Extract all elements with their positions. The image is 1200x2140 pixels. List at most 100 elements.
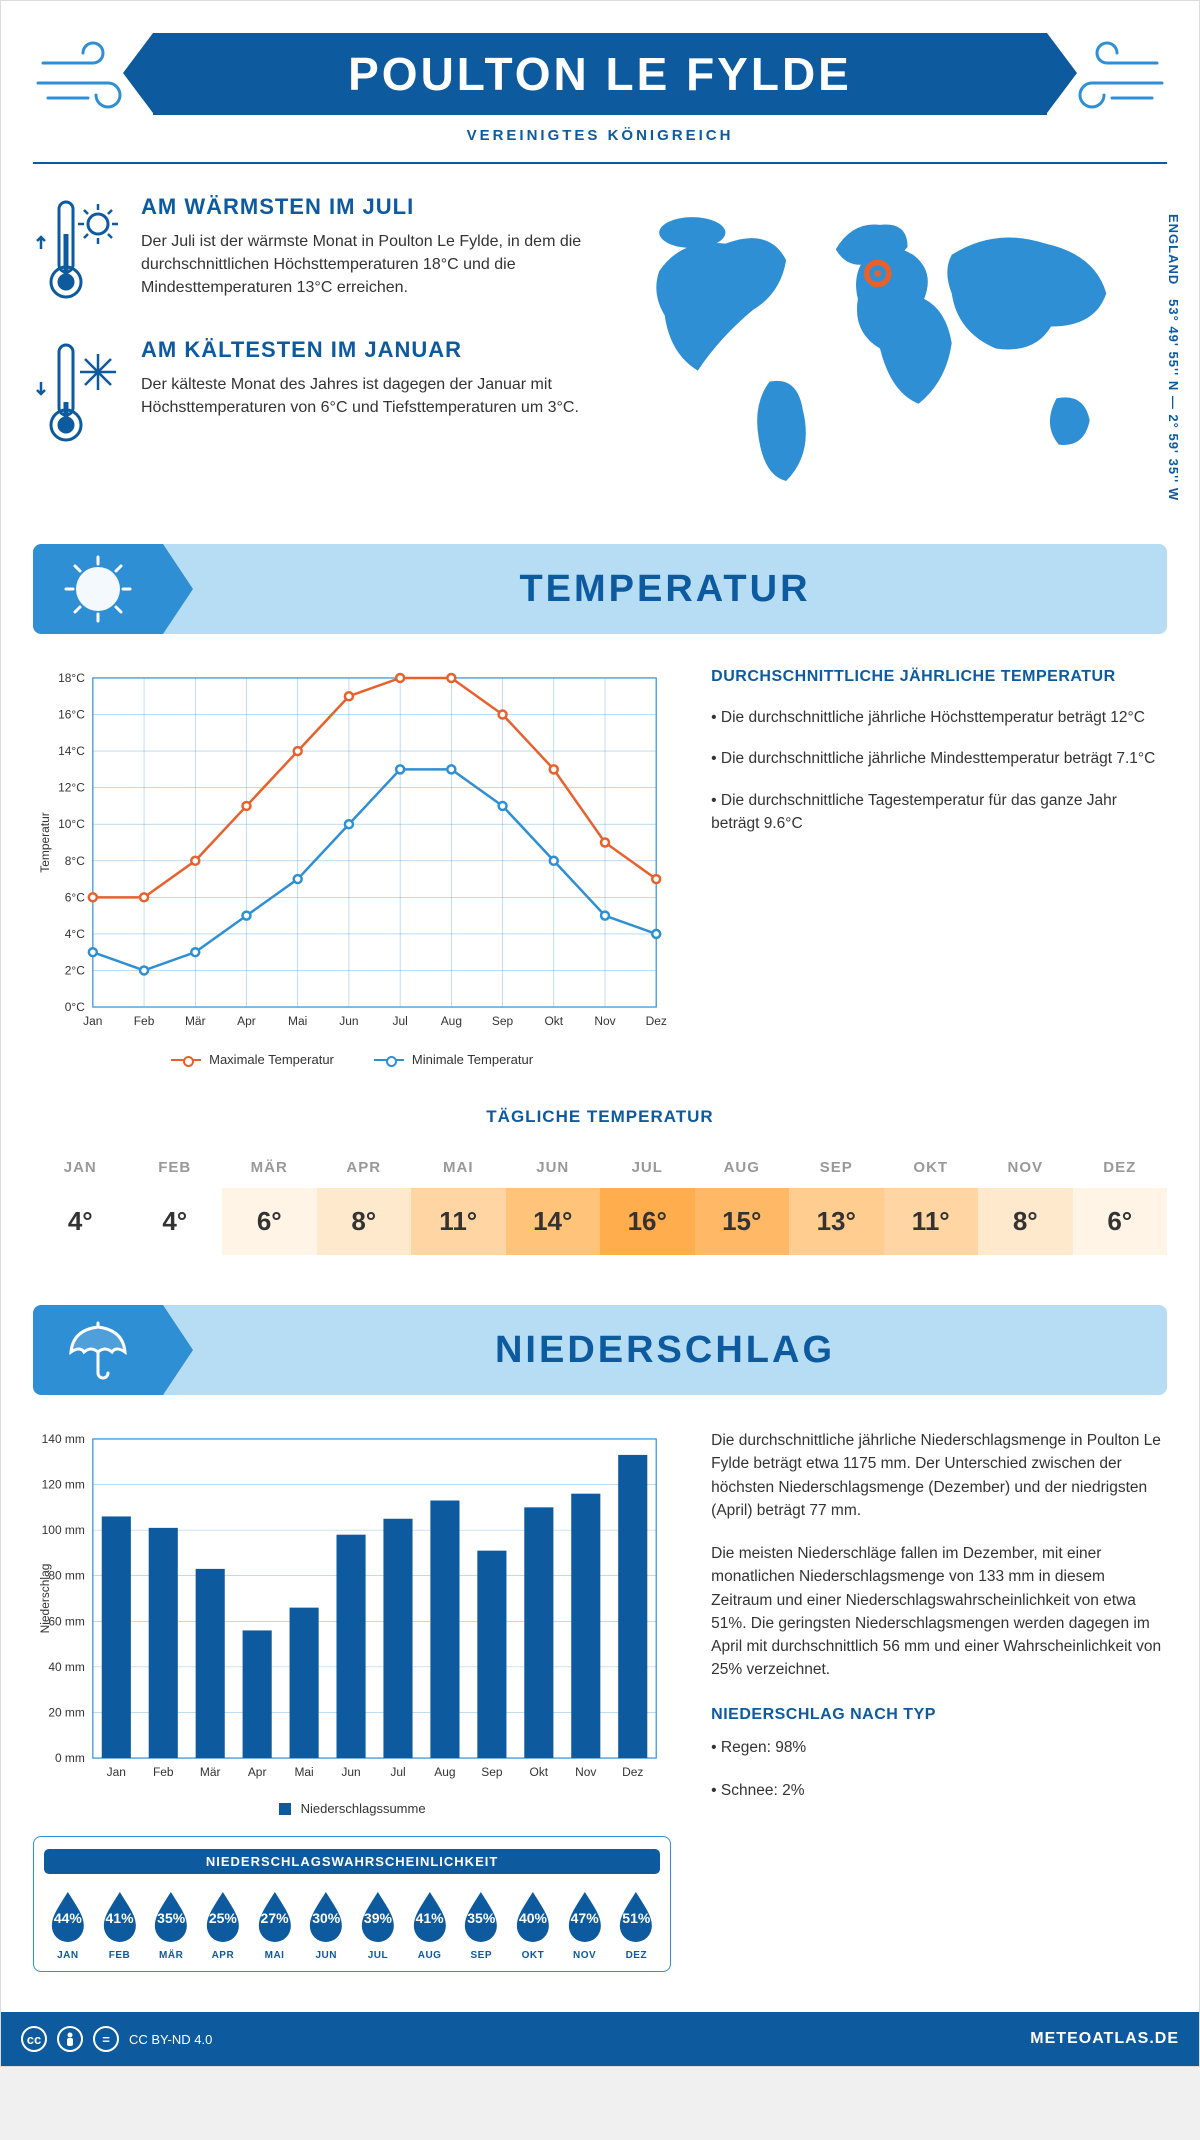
svg-text:Okt: Okt bbox=[530, 1765, 549, 1779]
daily-col-value: 15° bbox=[695, 1188, 790, 1255]
svg-text:Jan: Jan bbox=[107, 1765, 126, 1779]
svg-text:Jan: Jan bbox=[83, 1014, 102, 1028]
daily-col-header: DEZ bbox=[1073, 1147, 1168, 1188]
precip-prob-drop: 47%NOV bbox=[561, 1888, 609, 1961]
svg-text:Dez: Dez bbox=[622, 1765, 643, 1779]
page-title: POULTON LE FYLDE bbox=[153, 33, 1047, 115]
daily-col-value: 11° bbox=[884, 1188, 979, 1255]
daily-col-value: 4° bbox=[128, 1188, 223, 1255]
svg-text:0 mm: 0 mm bbox=[55, 1751, 85, 1765]
info-warmest-title: AM WÄRMSTEN IM JULI bbox=[141, 194, 585, 220]
svg-text:80 mm: 80 mm bbox=[48, 1569, 85, 1583]
daily-temp-title: TÄGLICHE TEMPERATUR bbox=[33, 1107, 1167, 1127]
svg-text:100 mm: 100 mm bbox=[42, 1523, 85, 1537]
svg-text:Temperatur: Temperatur bbox=[38, 812, 52, 872]
cc-icon: cc bbox=[21, 2026, 47, 2052]
svg-text:4°C: 4°C bbox=[65, 927, 85, 941]
precip-summary: Die durchschnittliche jährliche Niedersc… bbox=[711, 1429, 1167, 1972]
license: cc = CC BY-ND 4.0 bbox=[21, 2026, 212, 2052]
daily-col-header: MÄR bbox=[222, 1147, 317, 1188]
svg-text:60 mm: 60 mm bbox=[48, 1614, 85, 1628]
svg-text:120 mm: 120 mm bbox=[42, 1478, 85, 1492]
svg-text:Jul: Jul bbox=[392, 1014, 407, 1028]
svg-text:Jun: Jun bbox=[341, 1765, 360, 1779]
page-subtitle: VEREINIGTES KÖNIGREICH bbox=[33, 127, 1167, 164]
daily-col-header: JUL bbox=[600, 1147, 695, 1188]
daily-col-value: 4° bbox=[33, 1188, 128, 1255]
svg-text:6°C: 6°C bbox=[65, 890, 85, 904]
svg-text:Aug: Aug bbox=[434, 1765, 455, 1779]
svg-text:Okt: Okt bbox=[544, 1014, 563, 1028]
svg-text:Jul: Jul bbox=[390, 1765, 405, 1779]
precip-prob-drop: 41%FEB bbox=[96, 1888, 144, 1961]
daily-col-header: APR bbox=[317, 1147, 412, 1188]
svg-text:Sep: Sep bbox=[492, 1014, 514, 1028]
svg-text:Mai: Mai bbox=[294, 1765, 313, 1779]
svg-text:2°C: 2°C bbox=[65, 964, 85, 978]
temperature-chart: 0°C2°C4°C6°C8°C10°C12°C14°C16°C18°CJanFe… bbox=[33, 668, 671, 1067]
daily-col-value: 6° bbox=[1073, 1188, 1168, 1255]
thermometer-hot-icon bbox=[33, 194, 123, 309]
svg-text:8°C: 8°C bbox=[65, 854, 85, 868]
daily-col-value: 6° bbox=[222, 1188, 317, 1255]
daily-col-value: 8° bbox=[978, 1188, 1073, 1255]
daily-col-header: FEB bbox=[128, 1147, 223, 1188]
info-coldest-text: Der kälteste Monat des Jahres ist dagege… bbox=[141, 373, 585, 419]
site-name: METEOATLAS.DE bbox=[1030, 2030, 1179, 2048]
svg-text:20 mm: 20 mm bbox=[48, 1706, 85, 1720]
precip-probability-box: NIEDERSCHLAGSWAHRSCHEINLICHKEIT 44%JAN 4… bbox=[33, 1836, 671, 1972]
info-coldest: AM KÄLTESTEN IM JANUAR Der kälteste Mona… bbox=[33, 337, 585, 452]
svg-text:18°C: 18°C bbox=[58, 671, 85, 685]
precip-prob-drop: 44%JAN bbox=[44, 1888, 92, 1961]
precip-prob-drop: 35%MÄR bbox=[147, 1888, 195, 1961]
daily-col-header: JUN bbox=[506, 1147, 601, 1188]
svg-text:Apr: Apr bbox=[248, 1765, 267, 1779]
daily-col-header: MAI bbox=[411, 1147, 506, 1188]
temperature-summary: DURCHSCHNITTLICHE JÄHRLICHE TEMPERATUR •… bbox=[711, 668, 1167, 1067]
daily-col-header: NOV bbox=[978, 1147, 1073, 1188]
coordinates: ENGLAND 53° 49' 55'' N — 2° 59' 35'' W bbox=[1166, 214, 1181, 501]
svg-text:140 mm: 140 mm bbox=[42, 1432, 85, 1446]
section-header-precip: NIEDERSCHLAG bbox=[33, 1305, 1167, 1395]
daily-col-value: 16° bbox=[600, 1188, 695, 1255]
svg-text:Mär: Mär bbox=[200, 1765, 221, 1779]
info-warmest: AM WÄRMSTEN IM JULI Der Juli ist der wär… bbox=[33, 194, 585, 309]
svg-text:Aug: Aug bbox=[441, 1014, 462, 1028]
precip-prob-drop: 27%MAI bbox=[251, 1888, 299, 1961]
section-header-temperature: TEMPERATUR bbox=[33, 544, 1167, 634]
daily-temp-table: JANFEBMÄRAPRMAIJUNJULAUGSEPOKTNOVDEZ4°4°… bbox=[33, 1147, 1167, 1255]
svg-text:12°C: 12°C bbox=[58, 781, 85, 795]
precip-prob-drop: 40%OKT bbox=[509, 1888, 557, 1961]
svg-text:Mai: Mai bbox=[288, 1014, 307, 1028]
precip-prob-drop: 25%APR bbox=[199, 1888, 247, 1961]
thermometer-cold-icon bbox=[33, 337, 123, 452]
daily-col-value: 14° bbox=[506, 1188, 601, 1255]
svg-text:40 mm: 40 mm bbox=[48, 1660, 85, 1674]
by-icon bbox=[57, 2026, 83, 2052]
svg-text:Nov: Nov bbox=[575, 1765, 596, 1779]
precip-chart: 0 mm 20 mm 40 mm 60 mm 80 mm 100 mm 120 mm 140 … bbox=[33, 1429, 671, 1816]
world-map: ENGLAND 53° 49' 55'' N — 2° 59' 35'' W bbox=[615, 194, 1167, 508]
svg-text:Sep: Sep bbox=[481, 1765, 503, 1779]
precip-prob-drop: 51%DEZ bbox=[612, 1888, 660, 1961]
svg-text:0°C: 0°C bbox=[65, 1000, 85, 1014]
sun-icon bbox=[33, 544, 163, 634]
daily-col-value: 11° bbox=[411, 1188, 506, 1255]
footer: cc = CC BY-ND 4.0 METEOATLAS.DE bbox=[1, 2012, 1199, 2066]
precip-prob-drop: 41%AUG bbox=[406, 1888, 454, 1961]
daily-col-header: JAN bbox=[33, 1147, 128, 1188]
info-row: AM WÄRMSTEN IM JULI Der Juli ist der wär… bbox=[33, 194, 1167, 508]
svg-text:16°C: 16°C bbox=[58, 708, 85, 722]
daily-col-value: 8° bbox=[317, 1188, 412, 1255]
precip-prob-drop: 39%JUL bbox=[354, 1888, 402, 1961]
precip-prob-drop: 30%JUN bbox=[302, 1888, 350, 1961]
svg-text:Feb: Feb bbox=[153, 1765, 174, 1779]
daily-col-header: SEP bbox=[789, 1147, 884, 1188]
header: POULTON LE FYLDE VEREINIGTES KÖNIGREICH bbox=[33, 33, 1167, 164]
svg-text:Jun: Jun bbox=[339, 1014, 358, 1028]
section-title: NIEDERSCHLAG bbox=[163, 1329, 1167, 1372]
svg-text:10°C: 10°C bbox=[58, 817, 85, 831]
daily-col-header: AUG bbox=[695, 1147, 790, 1188]
svg-text:Dez: Dez bbox=[646, 1014, 667, 1028]
info-coldest-title: AM KÄLTESTEN IM JANUAR bbox=[141, 337, 585, 363]
